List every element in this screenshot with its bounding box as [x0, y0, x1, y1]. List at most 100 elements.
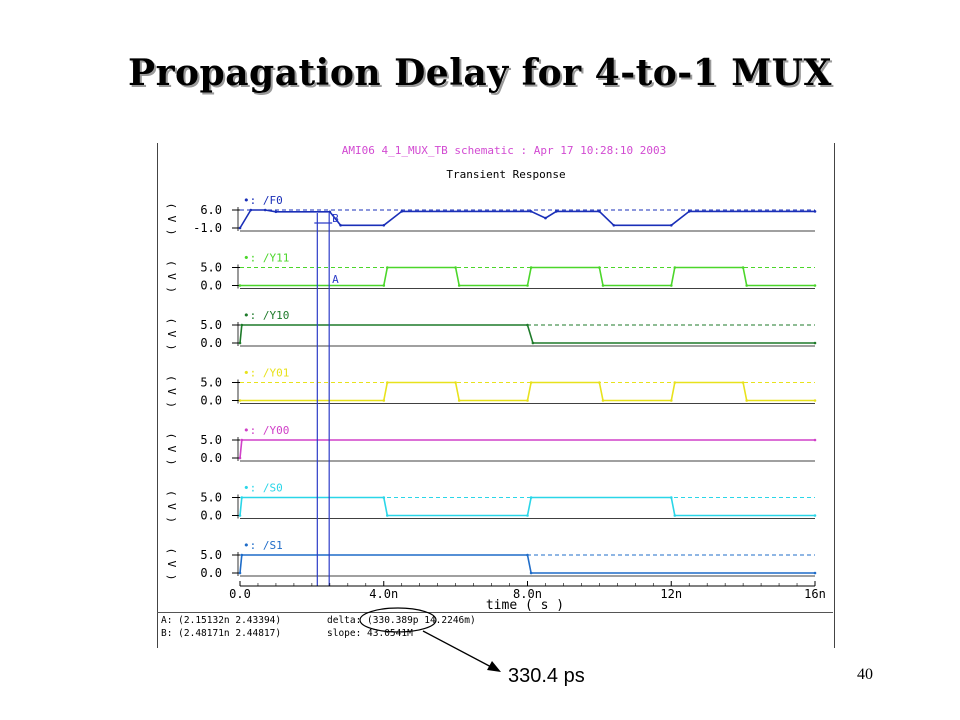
data-point	[386, 381, 389, 384]
legend-s1: •: /S1	[243, 539, 283, 552]
waveform-y00	[239, 439, 815, 459]
data-point	[238, 284, 242, 287]
data-point	[457, 284, 461, 287]
readout-a: A: (2.15132n 2.43394)	[161, 615, 281, 626]
legend-s0: •: /S0	[243, 482, 283, 495]
data-point	[386, 266, 389, 269]
data-point	[526, 399, 529, 402]
cursor-a-label: A	[332, 273, 339, 286]
readout-divider	[157, 612, 833, 613]
data-point	[813, 438, 817, 442]
y-tick-label: 5.0	[200, 318, 222, 332]
trace-row-s0: ( V ) 5.0 0.0 •: /S0	[165, 482, 817, 523]
data-point	[813, 514, 817, 517]
y-unit-label: ( V )	[165, 375, 178, 408]
data-point	[238, 341, 242, 345]
data-point	[240, 323, 244, 327]
delta-highlight-ellipse	[359, 607, 437, 633]
data-point	[454, 381, 457, 384]
data-point	[529, 571, 533, 575]
data-point	[741, 266, 745, 269]
data-point	[813, 571, 817, 575]
data-point	[670, 224, 673, 227]
data-point	[673, 514, 677, 517]
y-tick-label: 0.0	[200, 451, 222, 465]
y-tick-label: 0.0	[200, 279, 222, 293]
data-point	[238, 571, 242, 575]
x-axis: 0.0 4.0n 8.0n 12n 16n time ( s )	[229, 581, 826, 613]
data-point	[382, 224, 386, 227]
data-point	[382, 399, 386, 402]
data-point	[670, 496, 673, 499]
cursor-readouts: A: (2.15132n 2.43394) B: (2.48171n 2.448…	[161, 615, 476, 639]
x-tick-label: 8.0n	[513, 587, 542, 601]
x-axis-label: time ( s )	[486, 598, 564, 613]
y-tick-label: 0.0	[200, 336, 222, 350]
data-point	[454, 266, 457, 269]
legend-y10: •: /Y10	[243, 309, 289, 322]
y-tick-label: -1.0	[193, 221, 222, 235]
y-tick-label: 5.0	[200, 433, 222, 447]
cursor-b-label: B	[332, 212, 339, 225]
y-tick-label: 5.0	[200, 548, 222, 562]
trace-row-f0: ( V ) 6.0 -1.0 •: /F0	[165, 194, 817, 236]
data-point	[529, 266, 533, 269]
data-point	[813, 284, 817, 287]
data-point	[238, 226, 242, 230]
y-tick-label: 5.0	[200, 491, 222, 505]
readout-slope: slope: 43.0541M	[327, 628, 413, 639]
data-point	[240, 553, 244, 557]
data-point	[601, 284, 605, 287]
data-point	[598, 210, 601, 213]
x-tick-label: 0.0	[229, 587, 251, 601]
data-point	[813, 341, 817, 345]
trace-row-y01: ( V ) 5.0 0.0 •: /Y01	[165, 367, 817, 408]
data-point	[670, 284, 673, 287]
y-unit-label: ( V )	[165, 202, 178, 235]
waveform-viewer	[157, 143, 835, 648]
y-tick-label: 5.0	[200, 261, 222, 275]
data-point	[526, 553, 529, 557]
y-tick-label: 0.0	[200, 394, 222, 408]
data-point	[531, 341, 535, 345]
data-point	[238, 514, 242, 517]
slide-title: Propagation Delay for 4-to-1 MUX	[128, 52, 832, 94]
data-point	[745, 284, 748, 287]
trace-row-y10: ( V ) 5.0 0.0 •: /Y10	[165, 309, 817, 351]
y-unit-label: ( V )	[165, 432, 178, 465]
data-point	[339, 224, 342, 227]
data-point	[386, 514, 389, 517]
y-tick-label: 6.0	[200, 203, 222, 217]
data-point	[526, 323, 529, 327]
y-tick-label: 5.0	[200, 376, 222, 390]
data-point	[238, 399, 242, 402]
waveform-y11	[240, 266, 815, 287]
page-number: 40	[857, 666, 873, 683]
data-point	[673, 266, 677, 269]
legend-y11: •: /Y11	[243, 252, 289, 265]
data-point	[529, 210, 533, 213]
data-point	[382, 496, 386, 499]
x-tick-label: 4.0n	[369, 587, 398, 601]
data-point	[238, 456, 242, 460]
data-point	[382, 284, 386, 287]
legend-f0: •: /F0	[243, 194, 283, 207]
waveform-s0	[239, 496, 815, 517]
x-tick-label: 16n	[804, 587, 826, 601]
waveform-s1	[239, 554, 815, 574]
cursor-group: AB	[314, 212, 339, 586]
readout-delta: delta: (330.389p 14.2246m)	[327, 615, 476, 626]
data-point	[601, 399, 605, 402]
waveform-y10	[239, 324, 815, 344]
y-tick-label: 0.0	[200, 509, 222, 523]
data-point	[687, 210, 691, 213]
data-point	[612, 224, 616, 227]
data-point	[240, 496, 244, 499]
waveform-y01	[240, 381, 815, 402]
x-tick-label: 12n	[660, 587, 682, 601]
callout-arrow-line	[422, 630, 496, 670]
readout-b: B: (2.48171n 2.44817)	[161, 628, 281, 639]
data-point	[813, 399, 817, 402]
y-tick-label: 0.0	[200, 566, 222, 580]
